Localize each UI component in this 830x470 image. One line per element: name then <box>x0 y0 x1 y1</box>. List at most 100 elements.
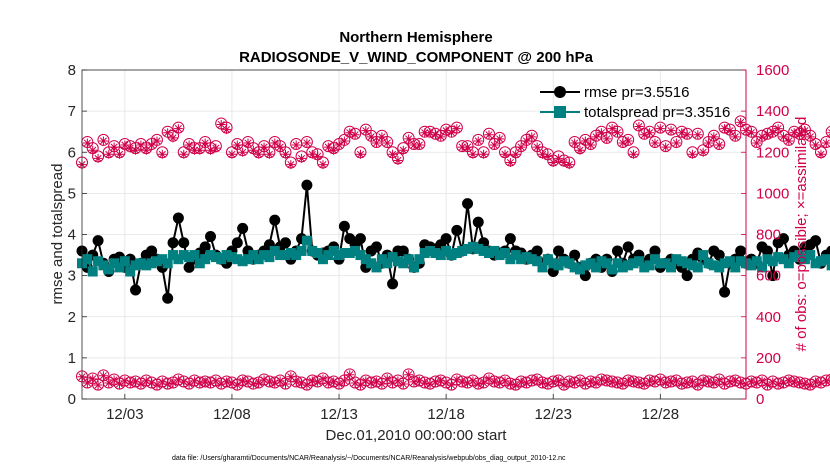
obs-assimilated-point-3-58 <box>388 149 398 159</box>
obs-assimilated-point-5-57 <box>382 374 392 384</box>
obs-assimilated-point-5-127 <box>757 376 767 386</box>
chart-title: Northern Hemisphere <box>339 29 492 46</box>
totalspread-point-56 <box>376 254 387 265</box>
obs-assimilated-point-5-61 <box>404 370 414 380</box>
totalspread-point-134 <box>794 250 805 261</box>
obs-assimilated-point-5-89 <box>554 376 564 386</box>
obs-assimilated-point-3-79 <box>500 149 510 159</box>
totalspread-point-79 <box>500 248 511 259</box>
obs-assimilated-point-3-89 <box>554 153 564 163</box>
totalspread-point-133 <box>789 252 800 263</box>
obs-assimilated-point-3-128 <box>762 130 772 140</box>
obs-assimilated-point-3-44 <box>313 151 323 161</box>
totalspread-point-88 <box>548 258 559 269</box>
totalspread-point-65 <box>425 245 436 256</box>
obs-assimilated-point-3-28 <box>227 149 237 159</box>
obs-assimilated-point-3-105 <box>639 130 649 140</box>
obs-assimilated-point-5-20 <box>184 379 194 389</box>
totalspread-point-39 <box>285 248 296 259</box>
totalspread-point-108 <box>655 258 666 269</box>
obs-assimilated-point-3-7 <box>114 149 124 159</box>
totalspread-point-37 <box>275 250 286 261</box>
rmse-point-140 <box>826 245 830 257</box>
totalspread-point-121 <box>724 256 735 267</box>
obs-assimilated-point-5-32 <box>248 379 258 389</box>
rmse-point-120 <box>719 286 731 298</box>
obs-assimilated-point-3-122 <box>730 132 740 142</box>
obs-assimilated-point-3-137 <box>811 140 821 150</box>
obs-assimilated-point-3-83 <box>521 136 531 146</box>
obs-assimilated-point-5-94 <box>580 379 590 389</box>
totalspread-point-2 <box>87 266 98 277</box>
obs-assimilated-point-3-85 <box>532 142 542 152</box>
obs-assimilated-point-5-68 <box>441 378 451 388</box>
totalspread-point-97 <box>596 256 607 267</box>
rmse-point-80 <box>504 233 516 245</box>
totalspread-point-53 <box>360 254 371 265</box>
totalspread-point-29 <box>232 254 243 265</box>
obs-assimilated-point-5-9 <box>125 378 135 388</box>
obs-assimilated-point-5-125 <box>746 377 756 387</box>
rmse-point-23 <box>199 241 211 253</box>
y-axis-right-label: # of obs: o=possible; ×=assimilated <box>793 117 810 352</box>
obs-assimilated-point-5-129 <box>768 377 778 387</box>
obs-assimilated-point-3-95 <box>586 140 596 150</box>
obs-assimilated-point-5-62 <box>409 377 419 387</box>
rmse-point-92 <box>569 249 581 261</box>
obs-assimilated-point-5-66 <box>430 377 440 387</box>
totalspread-point-66 <box>430 248 441 259</box>
obs-assimilated-point-3-15 <box>157 149 167 159</box>
totalspread-point-19 <box>178 250 189 261</box>
obs-assimilated-point-3-112 <box>677 128 687 138</box>
totalspread-point-50 <box>344 248 355 259</box>
obs-assimilated-point-3-8 <box>120 140 130 150</box>
obs-assimilated-point-3-94 <box>580 136 590 146</box>
obs-assimilated-point-5-52 <box>355 380 365 390</box>
totalspread-point-16 <box>162 258 173 269</box>
totalspread-point-3 <box>93 256 104 267</box>
obs-assimilated-point-5-72 <box>463 378 473 388</box>
obs-assimilated-point-3-119 <box>714 140 724 150</box>
rmse-point-16 <box>162 292 174 304</box>
obs-assimilated-point-3-51 <box>350 130 360 140</box>
y-axis-left: 0 1 2 3 4 5 6 7 8 <box>68 62 87 408</box>
obs-assimilated-point-3-21 <box>189 145 199 155</box>
obs-assimilated-point-3-91 <box>564 160 574 170</box>
obs-assimilated-point-3-19 <box>179 149 189 159</box>
obs-assimilated-point-5-118 <box>709 378 719 388</box>
obs-assimilated-point-5-43 <box>307 376 317 386</box>
obs-assimilated-point-5-51 <box>350 378 360 388</box>
obs-assimilated-point-3-96 <box>591 132 601 142</box>
obs-assimilated-point-5-138 <box>816 378 826 388</box>
obs-assimilated-point-3-35 <box>264 149 274 159</box>
obs-assimilated-point-3-50 <box>345 128 355 138</box>
obs-assimilated-point-3-113 <box>682 130 692 140</box>
rmse-point-128 <box>761 245 773 257</box>
obs-assimilated-point-3-68 <box>441 126 451 136</box>
obs-assimilated-point-5-4 <box>98 371 108 381</box>
totalspread-point-135 <box>799 254 810 265</box>
obs-assimilated-point-3-101 <box>618 138 628 148</box>
obs-assimilated-point-3-104 <box>634 122 644 132</box>
y-tick-right-label-2: 400 <box>756 309 781 326</box>
obs-assimilated-point-5-131 <box>778 378 788 388</box>
obs-assimilated-point-3-97 <box>596 128 606 138</box>
obs-assimilated-point-3-118 <box>709 132 719 142</box>
x-axis-label: Dec.01,2010 00:00:00 start <box>326 427 508 444</box>
obs-assimilated-point-3-37 <box>275 142 285 152</box>
rmse-point-102 <box>622 241 634 253</box>
totalspread-point-38 <box>280 250 291 261</box>
obs-assimilated-point-5-14 <box>152 380 162 390</box>
totalspread-point-132 <box>783 258 794 269</box>
totalspread-point-1 <box>82 254 93 265</box>
obs-assimilated-point-5-8 <box>120 376 130 386</box>
totalspread-point-78 <box>494 250 505 261</box>
obs-assimilated-point-3-23 <box>200 138 210 148</box>
obs-assimilated-point-5-114 <box>687 377 697 387</box>
obs-assimilated-point-5-74 <box>473 379 483 389</box>
obs-assimilated-point-5-120 <box>720 379 730 389</box>
y-tick-right-label-6: 1200 <box>756 144 789 161</box>
obs-assimilated-point-3-110 <box>666 126 676 136</box>
obs-assimilated-point-5-105 <box>639 379 649 389</box>
y-tick-left-label-5: 5 <box>68 185 76 202</box>
